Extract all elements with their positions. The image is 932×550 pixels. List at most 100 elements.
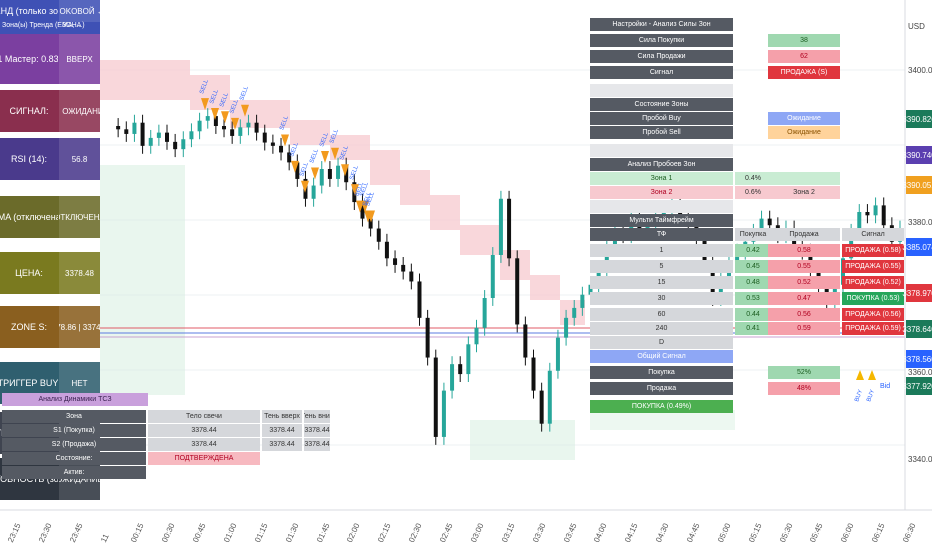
sell-label: SELL <box>309 148 320 164</box>
candle-body <box>450 364 455 391</box>
info-panel-value: ВВЕРХ <box>59 34 100 84</box>
candle-body <box>360 202 365 219</box>
info-panel-label: ТРЕНД (только зоны): <box>0 6 58 16</box>
zone-table-value <box>768 84 840 97</box>
zone-table-value: 0.55 <box>768 260 840 273</box>
zone-table-value: Ожидание <box>768 126 840 139</box>
zone-table-value <box>842 366 904 379</box>
zone-table-cell <box>304 466 330 479</box>
candle-body <box>401 264 406 272</box>
zone-table-cell: 3378.44 <box>148 438 260 451</box>
candle-body <box>230 129 235 136</box>
zone-table-label: Состояние Зоны <box>590 98 733 111</box>
info-panel-label: ТРИГГЕР BUY: <box>0 378 58 388</box>
sell-arrow-icon <box>331 147 339 160</box>
bid-label: Bid <box>880 383 890 390</box>
zone-table-value <box>735 66 771 79</box>
candle-body <box>116 126 121 130</box>
sell-label: SELL <box>329 128 340 144</box>
candle-body <box>555 337 560 371</box>
zone-table-cell <box>148 466 260 479</box>
zone-table-cell: Состояние: <box>2 452 146 465</box>
zone-table-cell: 3378.44 <box>304 438 330 451</box>
candle-body <box>262 132 267 143</box>
buy-label: BUY <box>854 389 864 403</box>
sell-label: SELL <box>359 181 370 197</box>
buy-arrow-icon <box>868 370 876 380</box>
zone-table-cell: Актив: <box>2 466 146 479</box>
zone-table-label: ПОКУПКА (0.49%) <box>590 400 733 413</box>
candle-body <box>165 132 170 142</box>
zone-table-value <box>735 366 771 379</box>
candle-body <box>515 258 520 325</box>
zone-table-value <box>842 382 904 395</box>
zone-table-value <box>768 336 840 349</box>
info-panel-value: ⌛ ОЖИДАНИЕ <box>59 90 100 132</box>
candle-body <box>213 116 218 126</box>
sell-label: SELL <box>279 115 290 131</box>
price-tick-label: 3400.000 <box>908 66 932 75</box>
zone-table-value <box>735 400 771 413</box>
info-panel-value: 56.8 <box>59 138 100 180</box>
zone-table-label: ТФ <box>590 228 733 241</box>
zone-table-value: 0.52 <box>768 276 840 289</box>
zone-table-cell: 3378.44 <box>262 424 302 437</box>
resistance-zone <box>100 60 585 325</box>
zone-table-label: 30 <box>590 292 733 305</box>
zone-table-label: 1 <box>590 244 733 257</box>
zone-table-label <box>590 84 733 97</box>
sell-arrow-icon <box>291 160 299 173</box>
zone-table-header: Анализ Динамики ТСЗ <box>2 393 148 406</box>
zone-table-cell: Тело свечи <box>148 410 260 423</box>
candle-body <box>767 218 772 226</box>
zone-table-label: 240 <box>590 322 733 335</box>
candle-body <box>311 185 316 199</box>
zone-table-value <box>768 350 840 363</box>
zone-table-value <box>735 336 771 349</box>
zone-table-cell <box>262 466 302 479</box>
zone-table-label: D <box>590 336 733 349</box>
sell-label: SELL <box>209 88 220 104</box>
zone-table-value <box>735 144 771 157</box>
zone-table-cell: Зона <box>2 410 146 423</box>
sell-label: SELL <box>229 98 240 114</box>
price-badge: 3390.051 <box>902 176 932 194</box>
zone-table-label: Продажа <box>590 382 733 395</box>
zone-table-value <box>735 200 771 213</box>
zone-table-value <box>735 98 771 111</box>
zone-table-value <box>768 214 840 227</box>
candle-body <box>441 390 446 437</box>
candle-body <box>246 122 251 128</box>
candle-body <box>222 126 227 130</box>
zone-table-cell: S2 (Продажа) <box>2 438 146 451</box>
candle-body <box>539 390 544 424</box>
zone-table-value <box>735 158 771 171</box>
zone-table-label <box>590 200 733 213</box>
candle-body <box>498 198 503 255</box>
info-panel-subvalue: ЗОНА <box>62 22 82 29</box>
sell-label: SELL <box>299 161 310 177</box>
zone-table-value: Продажа <box>768 228 840 241</box>
sell-label: SELL <box>239 85 250 101</box>
zone-table-label: Пробой Sell <box>590 126 733 139</box>
zone-table-value: Зона 2 <box>768 186 840 199</box>
candle-body <box>425 317 430 358</box>
candle-body <box>384 241 389 259</box>
zone-table-label: Сила Продажи <box>590 50 733 63</box>
info-panel-label: СИГНАЛ: <box>9 106 49 116</box>
info-panel-row: RSI (14): 56.8 <box>0 138 100 182</box>
candle-body <box>580 294 585 308</box>
candle-body <box>238 127 243 136</box>
buy-label: BUY <box>866 389 876 403</box>
zone-table-label: Зона 2 <box>590 186 733 199</box>
zone-table-value <box>768 144 840 157</box>
candle-body <box>433 357 438 437</box>
candle-body <box>124 129 129 134</box>
support-zone <box>590 410 735 430</box>
info-panel-sublabel: Зона(ы) Тренда (EMA, ...) <box>2 22 85 29</box>
sell-label: SELL <box>339 144 350 160</box>
zone-table-value <box>735 126 771 139</box>
candle-body <box>881 205 886 226</box>
info-panel-label: ZONE S: <box>10 322 47 332</box>
candle-body <box>735 251 740 265</box>
